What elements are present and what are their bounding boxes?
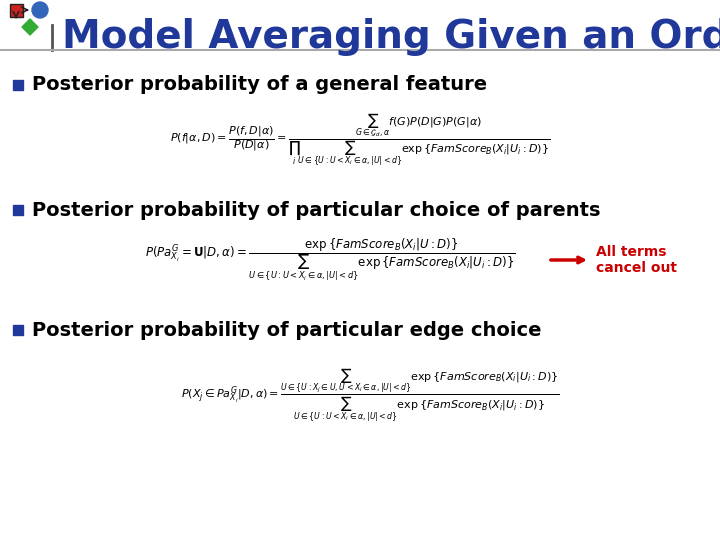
Text: $P(X_j \in Pa^G_{X_i}|D,\alpha) = \dfrac{\sum_{U \in \{U:X_j \in U, U<X_i \in \a: $P(X_j \in Pa^G_{X_i}|D,\alpha) = \dfrac… <box>181 367 559 423</box>
Text: Model Averaging Given an Order: Model Averaging Given an Order <box>62 18 720 56</box>
Text: $P(f|\alpha,D) = \dfrac{P(f,D|\alpha)}{P(D|\alpha)} = \dfrac{\sum_{G \in \mathca: $P(f|\alpha,D) = \dfrac{P(f,D|\alpha)}{P… <box>170 112 550 168</box>
Text: $P(Pa^G_{X_i}=\mathbf{U}|D,\alpha) = \dfrac{\exp\{FamScore_B(X_i|U:D)\}}{\sum_{U: $P(Pa^G_{X_i}=\mathbf{U}|D,\alpha) = \df… <box>145 237 516 284</box>
Text: Posterior probability of particular edge choice: Posterior probability of particular edge… <box>32 321 541 340</box>
Text: All terms
cancel out: All terms cancel out <box>596 245 677 275</box>
Polygon shape <box>22 19 38 35</box>
Circle shape <box>32 2 48 18</box>
Text: Posterior probability of a general feature: Posterior probability of a general featu… <box>32 76 487 94</box>
FancyBboxPatch shape <box>10 4 23 17</box>
Text: Posterior probability of particular choice of parents: Posterior probability of particular choi… <box>32 200 600 219</box>
